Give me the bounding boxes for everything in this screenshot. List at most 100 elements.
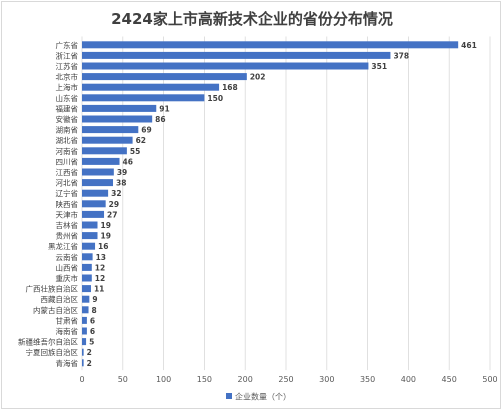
bar [82,126,139,134]
bar [82,200,106,208]
bar [82,263,92,271]
bar-value-label: 6 [90,327,95,336]
category-label: 辽宁省 [56,188,79,198]
bar [82,51,391,59]
category-label: 西藏自治区 [41,294,79,304]
bar-value-label: 202 [250,73,266,82]
bar [82,285,91,293]
bar [82,242,96,250]
category-label: 海南省 [56,326,79,336]
bars [82,41,459,367]
bar-value-label: 11 [94,285,104,294]
data-labels: 4613783512021681509186696255463938322927… [87,41,477,368]
bar-value-label: 2 [87,359,92,368]
bar-value-label: 69 [141,126,151,135]
bar [82,83,220,91]
bar-value-label: 91 [159,104,169,113]
bar-value-label: 150 [207,94,223,103]
bar-value-label: 86 [155,115,165,124]
x-tick-label: 350 [360,375,375,384]
bar [82,316,87,324]
category-label: 新疆维吾尔自治区 [18,337,78,347]
bar [82,295,90,303]
x-tick-label: 400 [401,375,416,384]
bar-value-label: 19 [101,221,111,230]
bar [82,232,98,240]
category-label: 广东省 [56,40,79,50]
category-label: 四川省 [56,156,79,166]
legend: 企业数量（个） [226,392,291,402]
bar [82,136,133,144]
category-label: 贵州省 [56,231,79,241]
bar-value-label: 38 [116,179,126,188]
bar [82,41,459,49]
category-label: 北京市 [56,72,79,82]
bar [82,348,84,356]
category-label: 浙江省 [56,50,79,60]
category-label: 湖南省 [56,125,79,135]
bar-value-label: 6 [90,316,95,325]
x-tick-label: 0 [79,375,84,384]
bar-value-label: 378 [393,51,409,60]
category-label: 吉林省 [56,220,79,230]
chart-title: 2424家上市高新技术企业的省份分布情况 [111,10,393,28]
bar-value-label: 16 [98,242,108,251]
bar-value-label: 32 [111,189,121,198]
bar [82,221,98,229]
bar-value-label: 62 [136,136,146,145]
category-label: 广西壮族自治区 [26,284,79,294]
bar-value-label: 13 [96,253,106,262]
bar [82,210,105,218]
bar [82,168,114,176]
gridlines [81,36,491,371]
bar [82,73,247,81]
category-label: 天津市 [56,209,79,219]
bar-value-label: 8 [92,306,97,315]
category-label: 江西省 [56,167,79,177]
bar-value-label: 19 [101,232,111,241]
category-label: 安徽省 [56,114,79,124]
bar-value-label: 29 [109,200,119,209]
bar [82,115,153,123]
x-tick-label: 50 [118,375,128,384]
bar-value-label: 2 [87,348,92,357]
x-tick-label: 250 [278,375,293,384]
bar [82,338,87,346]
x-tick-label: 150 [197,375,212,384]
category-label: 青海省 [56,358,79,368]
category-labels: 广东省浙江省江苏省北京市上海市山东省福建省安徽省湖南省湖北省河南省四川省江西省河… [18,40,78,368]
bar-value-label: 12 [95,274,105,283]
bar-value-label: 12 [95,263,105,272]
x-tick-label: 450 [442,375,457,384]
bar [82,274,92,282]
category-label: 云南省 [56,252,79,262]
bar [82,306,89,314]
bar-value-label: 27 [107,210,117,219]
x-tick-label: 300 [319,375,334,384]
bar [82,179,114,187]
bar-value-label: 351 [371,62,387,71]
bar [82,253,93,261]
category-label: 山西省 [56,262,79,272]
category-label: 黑龙江省 [48,241,78,251]
bar [82,94,205,102]
bar-value-label: 9 [92,295,97,304]
category-label: 河南省 [56,146,79,156]
bar [82,189,109,197]
category-label: 重庆市 [56,273,79,283]
bar-value-label: 168 [222,83,238,92]
bar [82,62,369,70]
bar [82,157,120,165]
bar-value-label: 46 [123,157,133,166]
x-tick-labels: 0 50 100 150 200 250 300 350 400 450 500 [79,375,497,384]
category-label: 湖北省 [56,135,79,145]
bar [82,359,84,367]
x-tick-label: 500 [482,375,497,384]
x-tick-label: 100 [156,375,171,384]
category-label: 福建省 [56,103,79,113]
category-label: 陕西省 [56,199,79,209]
bar-value-label: 461 [461,41,477,50]
category-label: 宁夏回族自治区 [26,347,79,357]
category-label: 上海市 [56,82,79,92]
legend-swatch [226,393,232,399]
